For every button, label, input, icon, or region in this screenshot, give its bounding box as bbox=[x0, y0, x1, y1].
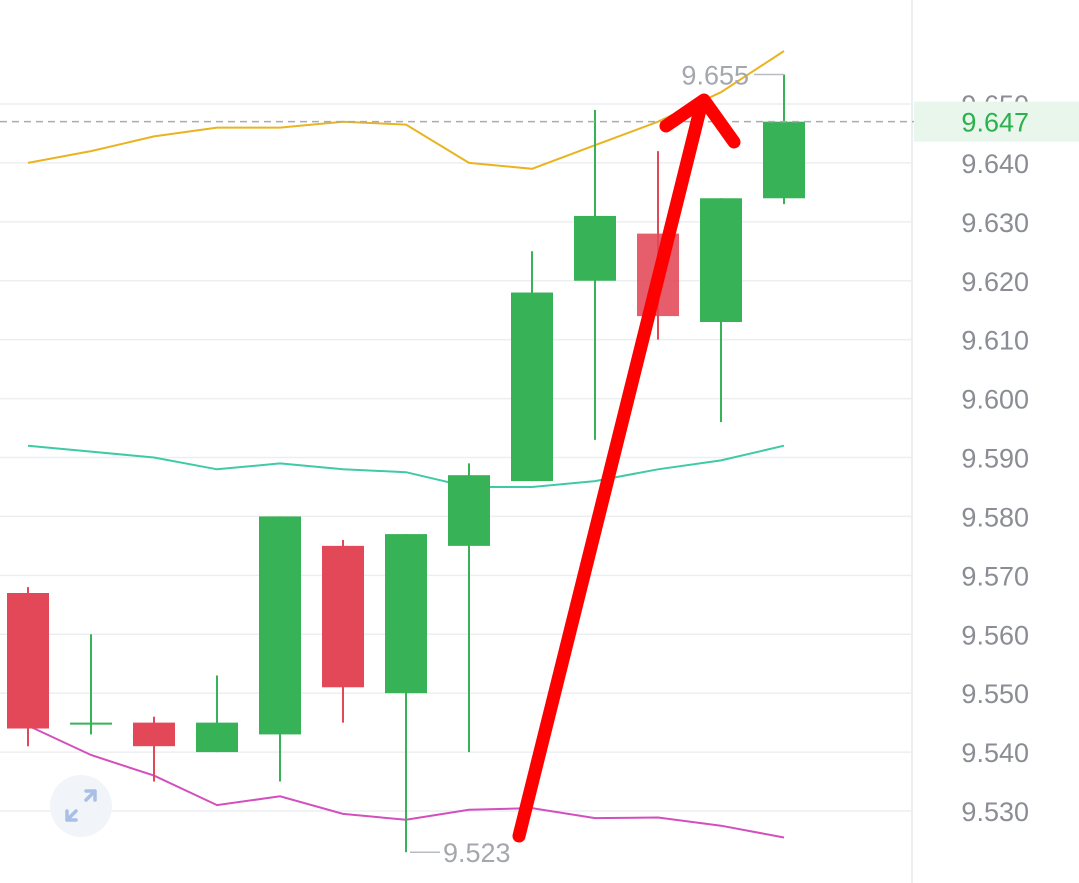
candle bbox=[196, 675, 238, 753]
candle-body bbox=[700, 198, 742, 322]
grid-lines bbox=[0, 103, 912, 812]
candle-body bbox=[133, 722, 175, 747]
candle bbox=[448, 463, 490, 753]
price-tick-label: 9.580 bbox=[961, 502, 1029, 532]
price-axis: 9.6509.6409.6309.6209.6109.6009.5909.580… bbox=[961, 90, 1029, 827]
bollinger-middle-line bbox=[27, 444, 785, 488]
bollinger-upper-line bbox=[27, 50, 785, 170]
candle-body bbox=[259, 516, 301, 735]
candle bbox=[385, 534, 427, 853]
price-tick-label: 9.610 bbox=[961, 326, 1029, 356]
price-tick-label: 9.620 bbox=[961, 267, 1029, 297]
price-tick-label: 9.590 bbox=[961, 444, 1029, 474]
candle bbox=[7, 587, 49, 747]
candle-body bbox=[574, 215, 616, 281]
extreme-price-markers: 9.655 9.523 bbox=[410, 61, 784, 868]
arrow-shaft bbox=[512, 103, 707, 843]
price-tick-label: 9.530 bbox=[961, 797, 1029, 827]
current-price-marker: 9.647 bbox=[0, 101, 1079, 142]
arrow-head bbox=[659, 93, 741, 149]
candle bbox=[70, 634, 112, 735]
candle bbox=[322, 539, 364, 723]
annotation-arrow bbox=[512, 93, 741, 843]
current-price-label: 9.647 bbox=[961, 108, 1029, 138]
min-price-label: 9.523 bbox=[443, 838, 511, 868]
candle bbox=[259, 516, 301, 782]
price-tick-label: 9.630 bbox=[961, 208, 1029, 238]
candle-body bbox=[385, 534, 427, 694]
candle-body bbox=[70, 722, 112, 725]
price-tick-label: 9.540 bbox=[961, 738, 1029, 768]
candle bbox=[133, 716, 175, 782]
max-price-label: 9.655 bbox=[681, 61, 749, 91]
expand-icon bbox=[65, 789, 97, 822]
candle-body bbox=[763, 121, 805, 199]
candle-body bbox=[196, 722, 238, 753]
candle-body bbox=[322, 545, 364, 688]
price-tick-label: 9.570 bbox=[961, 561, 1029, 591]
candles bbox=[7, 74, 805, 853]
candle bbox=[574, 109, 616, 440]
expand-chart-button[interactable] bbox=[50, 775, 112, 837]
candle bbox=[511, 251, 553, 482]
candle-body bbox=[511, 292, 553, 482]
candle-body bbox=[7, 593, 49, 729]
candle bbox=[763, 74, 805, 205]
candle bbox=[700, 198, 742, 423]
price-tick-label: 9.560 bbox=[961, 620, 1029, 650]
candle-body bbox=[448, 475, 490, 546]
price-tick-label: 9.600 bbox=[961, 385, 1029, 415]
price-tick-label: 9.640 bbox=[961, 149, 1029, 179]
current-price-tag bbox=[914, 101, 1079, 142]
price-tick-label: 9.550 bbox=[961, 679, 1029, 709]
